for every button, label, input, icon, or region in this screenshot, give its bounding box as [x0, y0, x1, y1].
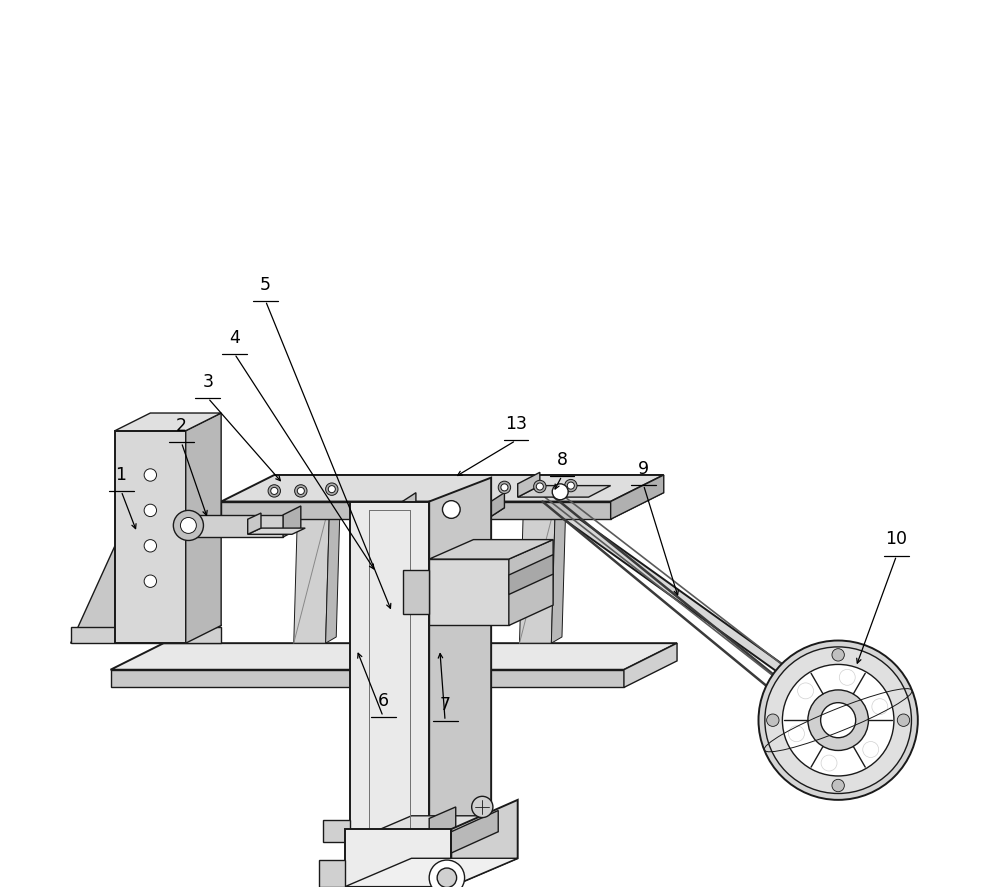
Polygon shape: [509, 555, 553, 594]
Polygon shape: [519, 519, 555, 643]
Circle shape: [429, 860, 465, 888]
Polygon shape: [345, 829, 451, 886]
Polygon shape: [444, 519, 480, 643]
Text: 6: 6: [378, 692, 389, 710]
Circle shape: [534, 480, 546, 493]
Polygon shape: [71, 546, 115, 643]
Polygon shape: [451, 800, 518, 886]
Text: 9: 9: [638, 460, 649, 478]
Circle shape: [268, 485, 280, 497]
Polygon shape: [111, 670, 624, 687]
Circle shape: [789, 725, 804, 741]
Circle shape: [536, 483, 543, 490]
Polygon shape: [624, 643, 677, 687]
Polygon shape: [373, 515, 415, 519]
Circle shape: [326, 483, 338, 496]
Polygon shape: [398, 508, 504, 519]
Circle shape: [144, 575, 157, 587]
Polygon shape: [186, 542, 221, 643]
Circle shape: [501, 484, 508, 491]
Polygon shape: [429, 478, 491, 843]
Polygon shape: [451, 811, 498, 853]
Circle shape: [821, 755, 837, 771]
Circle shape: [872, 699, 888, 715]
Polygon shape: [551, 515, 566, 643]
Polygon shape: [476, 515, 490, 643]
Polygon shape: [350, 502, 429, 843]
Circle shape: [297, 488, 304, 495]
Polygon shape: [518, 472, 540, 497]
Polygon shape: [326, 515, 340, 643]
Text: 1: 1: [116, 466, 127, 484]
Text: 10: 10: [886, 530, 908, 549]
Circle shape: [863, 741, 879, 757]
Polygon shape: [186, 413, 221, 643]
Circle shape: [832, 780, 844, 792]
Polygon shape: [535, 499, 850, 712]
Circle shape: [144, 540, 157, 552]
Circle shape: [498, 481, 511, 494]
Text: 4: 4: [229, 329, 240, 346]
Polygon shape: [323, 821, 350, 843]
Polygon shape: [398, 493, 416, 519]
Circle shape: [565, 480, 577, 492]
Circle shape: [782, 664, 894, 776]
Text: 8: 8: [556, 451, 567, 469]
Polygon shape: [429, 540, 553, 559]
Polygon shape: [71, 627, 221, 643]
Circle shape: [798, 683, 814, 699]
Polygon shape: [509, 540, 553, 625]
Text: 13: 13: [505, 416, 527, 433]
Text: 2: 2: [176, 417, 187, 435]
Text: 7: 7: [440, 696, 451, 714]
Polygon shape: [611, 475, 664, 519]
Polygon shape: [350, 816, 491, 843]
Circle shape: [173, 511, 203, 541]
Circle shape: [552, 484, 568, 500]
Circle shape: [821, 702, 856, 738]
Polygon shape: [221, 502, 611, 519]
Circle shape: [271, 488, 278, 495]
Text: 5: 5: [260, 275, 271, 294]
Polygon shape: [111, 643, 677, 670]
Polygon shape: [115, 413, 221, 431]
Polygon shape: [429, 807, 456, 843]
Circle shape: [808, 690, 868, 750]
Polygon shape: [294, 519, 329, 643]
Polygon shape: [448, 515, 490, 519]
Polygon shape: [248, 528, 305, 535]
Polygon shape: [221, 493, 664, 519]
Polygon shape: [319, 860, 345, 886]
Polygon shape: [518, 486, 611, 497]
Polygon shape: [221, 475, 664, 502]
Polygon shape: [186, 515, 283, 537]
Polygon shape: [523, 515, 566, 519]
Circle shape: [567, 482, 574, 489]
Circle shape: [144, 469, 157, 481]
Polygon shape: [403, 570, 429, 614]
Polygon shape: [345, 859, 518, 886]
Polygon shape: [115, 431, 186, 643]
Circle shape: [767, 714, 779, 726]
Text: 3: 3: [202, 373, 213, 391]
Circle shape: [442, 501, 460, 519]
Circle shape: [328, 486, 335, 493]
Circle shape: [144, 504, 157, 517]
Circle shape: [765, 646, 911, 794]
Polygon shape: [248, 513, 261, 535]
Circle shape: [832, 648, 844, 661]
Circle shape: [758, 640, 918, 800]
Polygon shape: [401, 515, 415, 643]
Polygon shape: [487, 493, 504, 519]
Circle shape: [472, 797, 493, 818]
Circle shape: [180, 518, 196, 534]
Circle shape: [839, 670, 855, 686]
Polygon shape: [283, 506, 301, 537]
Polygon shape: [297, 515, 340, 519]
Circle shape: [897, 714, 910, 726]
Circle shape: [437, 868, 457, 887]
Polygon shape: [429, 559, 509, 625]
Polygon shape: [369, 519, 404, 643]
Circle shape: [295, 485, 307, 497]
